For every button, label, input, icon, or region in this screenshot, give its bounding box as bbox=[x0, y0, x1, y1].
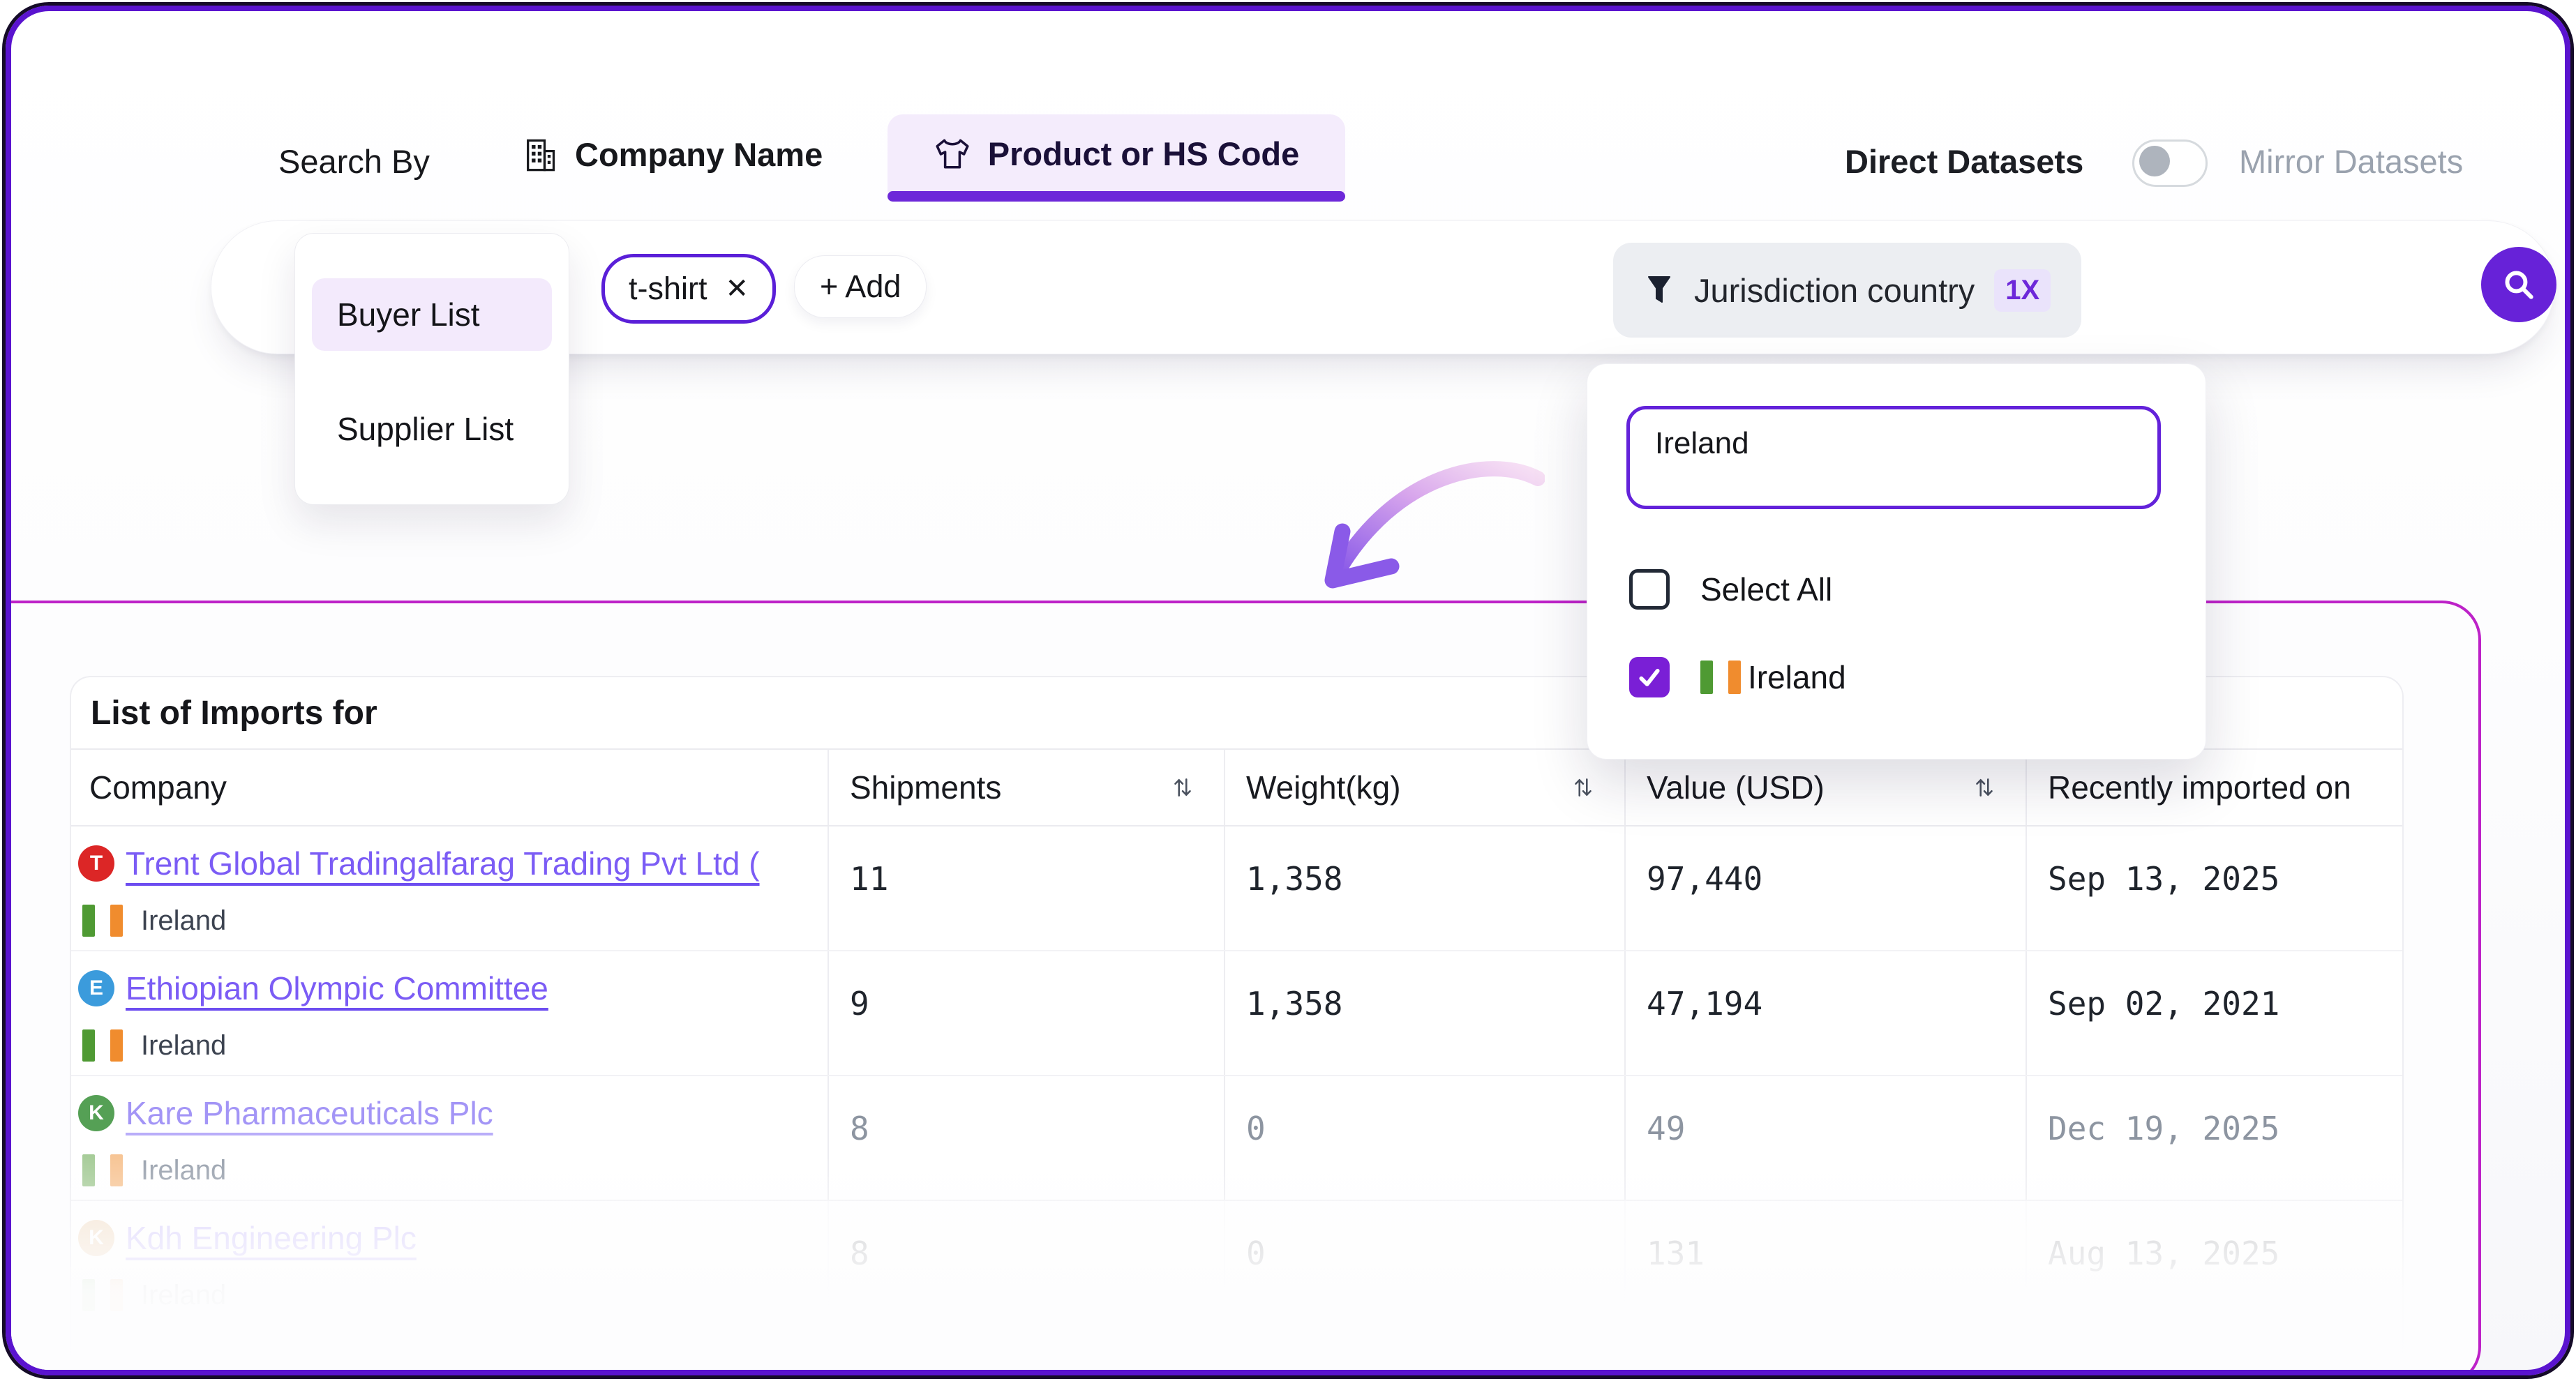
select-all-row[interactable]: Select All bbox=[1629, 569, 1832, 610]
date-cell: Aug 13, 2025 bbox=[2048, 1235, 2280, 1272]
tab-company-name[interactable]: Company Name bbox=[522, 135, 823, 174]
ireland-flag-icon bbox=[1700, 661, 1741, 694]
date-cell: Sep 02, 2021 bbox=[2048, 985, 2280, 1022]
company-avatar: T bbox=[78, 845, 114, 882]
select-all-label: Select All bbox=[1700, 571, 1833, 608]
tshirt-icon bbox=[934, 136, 971, 171]
select-all-checkbox[interactable] bbox=[1629, 569, 1670, 610]
mirror-datasets-label: Mirror Datasets bbox=[2239, 143, 2464, 180]
table-row: T Trent Global Tradingalfarag Trading Pv… bbox=[71, 827, 2402, 951]
keyword-chip-label: t-shirt bbox=[629, 271, 707, 306]
table-title: List of Imports for bbox=[91, 695, 377, 732]
keyword-chip[interactable]: t-shirt ✕ bbox=[601, 254, 777, 324]
search-button[interactable] bbox=[2481, 247, 2556, 322]
datasets-toggle[interactable] bbox=[2132, 139, 2208, 187]
chip-remove-icon[interactable]: ✕ bbox=[725, 273, 749, 304]
sort-icon[interactable] bbox=[1172, 774, 1193, 801]
table-row: K Kdh Engineering Plc Ireland 8 0 131 Au… bbox=[71, 1201, 2402, 1325]
column-header-company: Company bbox=[71, 750, 829, 825]
active-tab-underline bbox=[888, 191, 1345, 202]
weight-cell: 1,358 bbox=[1225, 827, 1626, 950]
country-label: Ireland bbox=[141, 1279, 227, 1311]
country-label: Ireland bbox=[141, 1154, 227, 1186]
app-window: Search By Company Name Product or HS Cod… bbox=[6, 6, 2570, 1375]
column-header-value: Value (USD) bbox=[1626, 750, 2027, 825]
company-avatar: E bbox=[78, 970, 114, 1006]
jurisdiction-count-badge: 1X bbox=[1994, 269, 2051, 312]
shipments-cell: 9 bbox=[829, 951, 1225, 1075]
list-type-dropdown: Buyer List Supplier List bbox=[294, 233, 569, 505]
shipments-cell: 8 bbox=[829, 1076, 1225, 1200]
value-cell: 131 bbox=[1626, 1201, 2027, 1325]
ireland-flag-icon bbox=[82, 1154, 123, 1186]
shipments-cell: 8 bbox=[829, 1201, 1225, 1325]
decorative-arrow bbox=[1313, 458, 1545, 604]
country-option-row[interactable]: Ireland bbox=[1629, 657, 1846, 697]
table-row: K Kare Pharmaceuticals Plc Ireland 8 0 4… bbox=[71, 1076, 2402, 1201]
sort-icon[interactable] bbox=[1573, 774, 1594, 801]
filter-funnel-icon bbox=[1644, 274, 1675, 306]
list-option-buyer[interactable]: Buyer List bbox=[312, 278, 552, 351]
company-cell: K Kare Pharmaceuticals Plc Ireland bbox=[71, 1076, 829, 1200]
ireland-flag-icon bbox=[82, 1279, 123, 1311]
supplier-list-label: Supplier List bbox=[337, 411, 514, 447]
country-search-input[interactable] bbox=[1626, 406, 2161, 509]
add-button-label: + Add bbox=[820, 269, 901, 304]
tab-company-label: Company Name bbox=[575, 136, 823, 173]
weight-cell: 1,358 bbox=[1225, 951, 1626, 1075]
company-avatar: K bbox=[78, 1220, 114, 1256]
table-row: E Ethiopian Olympic Committee Ireland 9 … bbox=[71, 951, 2402, 1076]
table-body: T Trent Global Tradingalfarag Trading Pv… bbox=[71, 827, 2402, 1325]
company-link[interactable]: Kdh Engineering Plc bbox=[126, 1220, 417, 1256]
company-link[interactable]: Trent Global Tradingalfarag Trading Pvt … bbox=[126, 845, 760, 882]
column-header-shipments: Shipments bbox=[829, 750, 1225, 825]
country-label: Ireland bbox=[141, 1029, 227, 1061]
weight-cell: 0 bbox=[1225, 1076, 1626, 1200]
toggle-knob bbox=[2139, 146, 2170, 176]
ireland-flag-icon bbox=[82, 905, 123, 937]
tab-product-label: Product or HS Code bbox=[987, 135, 1300, 172]
jurisdiction-dropdown-panel: Select All Ireland bbox=[1587, 363, 2206, 760]
tab-product-hs-code[interactable]: Product or HS Code bbox=[888, 114, 1345, 193]
country-checkbox-checked[interactable] bbox=[1629, 657, 1670, 697]
buyer-list-label: Buyer List bbox=[337, 296, 480, 333]
direct-datasets-label: Direct Datasets bbox=[1845, 143, 2084, 180]
value-cell: 97,440 bbox=[1626, 827, 2027, 950]
weight-cell: 0 bbox=[1225, 1201, 1626, 1325]
date-cell: Sep 13, 2025 bbox=[2048, 860, 2280, 898]
column-header-weight: Weight(kg) bbox=[1225, 750, 1626, 825]
company-cell: T Trent Global Tradingalfarag Trading Pv… bbox=[71, 827, 829, 950]
country-option-label: Ireland bbox=[1748, 659, 1846, 695]
value-cell: 49 bbox=[1626, 1076, 2027, 1200]
value-cell: 47,194 bbox=[1626, 951, 2027, 1075]
date-cell: Dec 19, 2025 bbox=[2048, 1110, 2280, 1147]
company-cell: E Ethiopian Olympic Committee Ireland bbox=[71, 951, 829, 1075]
jurisdiction-button-label: Jurisdiction country bbox=[1694, 271, 1975, 309]
search-by-label: Search By bbox=[278, 143, 430, 180]
company-link[interactable]: Kare Pharmaceuticals Plc bbox=[126, 1095, 493, 1131]
company-avatar: K bbox=[78, 1095, 114, 1131]
company-cell: K Kdh Engineering Plc Ireland bbox=[71, 1201, 829, 1325]
ireland-flag-icon bbox=[82, 1029, 123, 1062]
sort-icon[interactable] bbox=[1974, 774, 1995, 801]
shipments-cell: 11 bbox=[829, 827, 1225, 950]
list-option-supplier[interactable]: Supplier List bbox=[312, 395, 552, 462]
search-icon bbox=[2501, 266, 2537, 303]
country-label: Ireland bbox=[141, 905, 227, 936]
column-header-recently-imported: Recently imported on bbox=[2048, 769, 2351, 806]
building-icon bbox=[522, 137, 558, 173]
table-header-row: Company Shipments Weight(kg) Val bbox=[71, 748, 2402, 827]
jurisdiction-country-button[interactable]: Jurisdiction country 1X bbox=[1613, 243, 2082, 338]
imports-table-card: List of Imports for Company Shipments We… bbox=[70, 676, 2404, 1368]
company-link[interactable]: Ethiopian Olympic Committee bbox=[126, 970, 548, 1006]
add-keyword-button[interactable]: + Add bbox=[794, 255, 927, 318]
